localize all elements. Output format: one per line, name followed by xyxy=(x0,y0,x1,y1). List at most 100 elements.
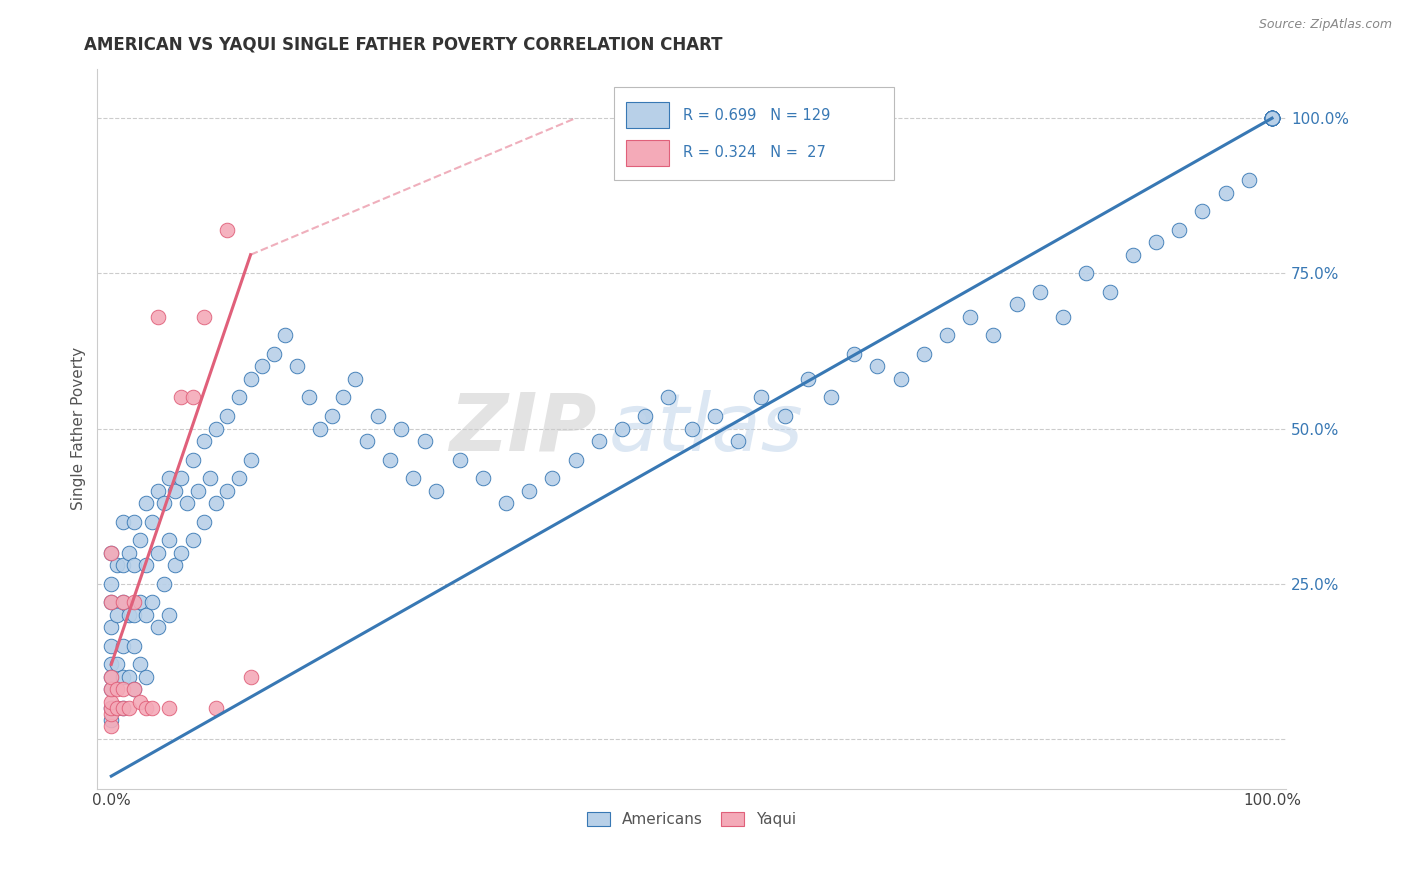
Point xyxy=(1261,111,1284,125)
Point xyxy=(634,409,657,423)
Point xyxy=(1261,111,1284,125)
Point xyxy=(250,359,273,374)
Point xyxy=(111,682,134,697)
Point xyxy=(146,310,169,324)
Point xyxy=(378,452,401,467)
Point xyxy=(1122,248,1144,262)
Point xyxy=(124,607,146,622)
Point xyxy=(124,682,146,697)
Point xyxy=(239,372,262,386)
Point xyxy=(141,515,163,529)
Point xyxy=(204,496,226,510)
Point xyxy=(1261,111,1284,125)
Point xyxy=(111,595,134,609)
Point xyxy=(105,558,128,572)
Point xyxy=(146,483,169,498)
Point xyxy=(1076,266,1098,280)
Point xyxy=(124,639,146,653)
Point xyxy=(356,434,378,448)
Point xyxy=(983,328,1005,343)
Point xyxy=(657,391,679,405)
FancyBboxPatch shape xyxy=(626,140,669,166)
Point xyxy=(100,620,122,634)
Point xyxy=(181,533,204,548)
Point xyxy=(1191,204,1213,219)
Point xyxy=(263,347,285,361)
Point xyxy=(118,670,141,684)
Point xyxy=(111,558,134,572)
Point xyxy=(124,682,146,697)
Point xyxy=(135,607,157,622)
Point xyxy=(111,670,134,684)
Point xyxy=(146,546,169,560)
Point xyxy=(1005,297,1028,311)
Point xyxy=(844,347,866,361)
Point xyxy=(100,546,122,560)
Point xyxy=(1098,285,1121,299)
Point xyxy=(1261,111,1284,125)
Point xyxy=(588,434,610,448)
Point xyxy=(157,533,180,548)
Text: R = 0.699   N = 129: R = 0.699 N = 129 xyxy=(683,108,831,123)
Point xyxy=(111,639,134,653)
Point xyxy=(105,607,128,622)
Point xyxy=(129,595,152,609)
Point xyxy=(118,701,141,715)
Point xyxy=(1144,235,1167,250)
Point xyxy=(100,657,122,672)
Point xyxy=(1215,186,1237,200)
Point xyxy=(391,421,413,435)
Point xyxy=(204,701,226,715)
Point xyxy=(157,471,180,485)
Text: Source: ZipAtlas.com: Source: ZipAtlas.com xyxy=(1258,18,1392,31)
Point xyxy=(297,391,319,405)
Point xyxy=(1261,111,1284,125)
Point xyxy=(100,670,122,684)
Point xyxy=(100,576,122,591)
Point xyxy=(321,409,343,423)
Point xyxy=(118,546,141,560)
Point xyxy=(100,546,122,560)
Text: ZIP: ZIP xyxy=(449,390,596,467)
Point xyxy=(111,595,134,609)
Point xyxy=(1261,111,1284,125)
Point xyxy=(100,682,122,697)
Point xyxy=(135,670,157,684)
Text: atlas: atlas xyxy=(609,390,803,467)
Point xyxy=(564,452,586,467)
Point xyxy=(100,682,122,697)
Point xyxy=(193,434,215,448)
Point xyxy=(165,558,187,572)
Point xyxy=(449,452,471,467)
Point xyxy=(135,496,157,510)
Point xyxy=(541,471,564,485)
Point xyxy=(936,328,959,343)
Point xyxy=(105,682,128,697)
Point xyxy=(124,515,146,529)
Point xyxy=(193,515,215,529)
Point xyxy=(129,695,152,709)
Point xyxy=(367,409,389,423)
Point xyxy=(100,719,122,733)
Point xyxy=(111,701,134,715)
Point xyxy=(1168,223,1191,237)
Point xyxy=(165,483,187,498)
Legend: Americans, Yaqui: Americans, Yaqui xyxy=(579,805,804,835)
Point xyxy=(100,670,122,684)
Point xyxy=(129,657,152,672)
Point xyxy=(413,434,436,448)
Point xyxy=(796,372,818,386)
FancyBboxPatch shape xyxy=(626,103,669,128)
Point xyxy=(239,670,262,684)
Point xyxy=(425,483,447,498)
Point xyxy=(100,701,122,715)
Point xyxy=(773,409,796,423)
Point xyxy=(820,391,842,405)
Point xyxy=(157,701,180,715)
Point xyxy=(285,359,308,374)
Point xyxy=(100,701,122,715)
Point xyxy=(610,421,633,435)
Point xyxy=(1261,111,1284,125)
Point xyxy=(181,452,204,467)
Point xyxy=(1052,310,1074,324)
